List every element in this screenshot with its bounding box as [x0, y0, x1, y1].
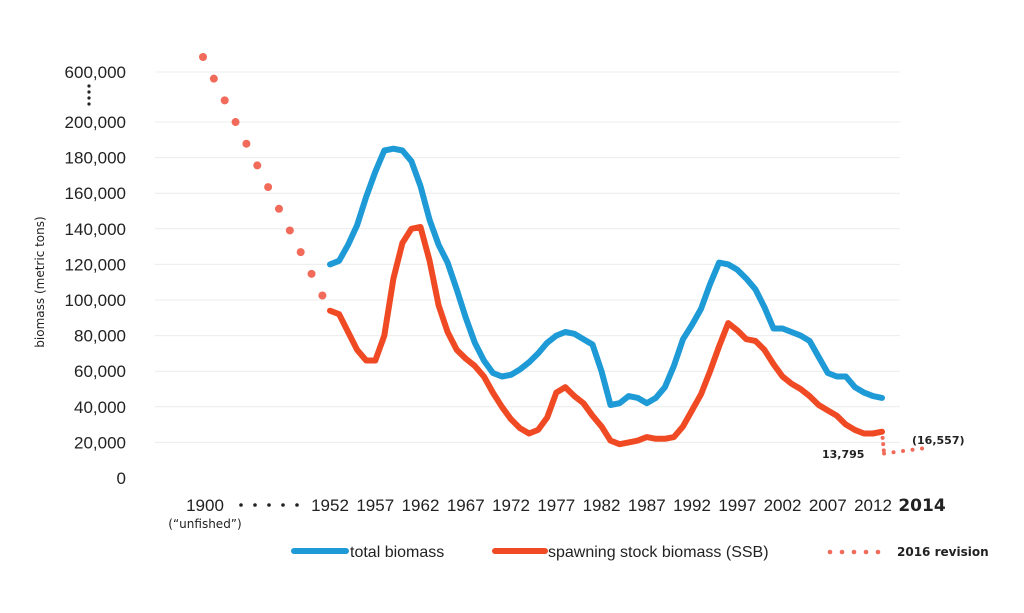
- x-tick-label: 2007: [809, 496, 847, 515]
- revision-dot: [881, 448, 886, 453]
- revision-dot: [220, 96, 229, 105]
- y-tick-label: 20,000: [74, 433, 126, 452]
- x-tick-label: 1967: [447, 496, 485, 515]
- revision-dot: [307, 269, 316, 278]
- x-tick-label: 1962: [402, 496, 440, 515]
- revision-dot: [209, 74, 218, 83]
- x-axis-ticks: 1952 1957 1962 1967 1972 1977 1982 1987 1992 1997…: [168, 496, 946, 531]
- legend-swatch-revision-dot: [851, 549, 857, 555]
- revision-dot: [920, 446, 924, 451]
- annotations: 13,795 (16,557): [822, 434, 965, 461]
- axis-break-dot: [87, 90, 91, 94]
- legend: total biomass spawning stock biomass (SSB…: [291, 544, 989, 561]
- axis-gap-dot: [281, 503, 285, 507]
- revision-dot: [318, 291, 327, 300]
- revision-dot: [881, 442, 886, 447]
- y-tick-label: 40,000: [74, 398, 126, 417]
- revision-dot: [242, 139, 251, 148]
- legend-label-ssb: spawning stock biomass (SSB): [548, 544, 769, 561]
- x-tick-label: 1992: [673, 496, 711, 515]
- x-tick-label: 2012: [854, 496, 892, 515]
- x-tick-label-start: 1900: [186, 496, 224, 515]
- series-ssb: [327, 224, 885, 448]
- y-tick-label: 180,000: [65, 149, 126, 168]
- gridlines: [155, 71, 900, 443]
- y-tick-label: 120,000: [65, 255, 126, 274]
- annotation-13795: 13,795: [822, 448, 864, 461]
- series-lines: [199, 53, 924, 456]
- axis-gap-dot: [239, 503, 243, 507]
- x-tick-label-end: 2014: [898, 496, 945, 516]
- revision-dot: [880, 435, 885, 440]
- legend-label-total-biomass: total biomass: [350, 544, 444, 561]
- legend-swatch-revision-dot: [863, 549, 869, 555]
- legend-swatch-revision-dot: [875, 549, 881, 555]
- axis-break-dot: [87, 84, 91, 88]
- axis-break-dot: [87, 102, 91, 106]
- legend-swatch-revision-dot: [827, 549, 833, 555]
- x-tick-label: 1987: [628, 496, 666, 515]
- x-start-sublabel: (“unfished”): [168, 517, 241, 531]
- revision-dot: [199, 53, 207, 61]
- revision-dot: [285, 226, 294, 235]
- y-axis-label: biomass (metric tons): [33, 216, 47, 347]
- revision-dot: [231, 118, 240, 127]
- revision-dot: [901, 448, 906, 453]
- revision-dot: [891, 450, 896, 455]
- y-tick-label: 60,000: [74, 362, 126, 381]
- revision-dot: [910, 447, 915, 452]
- x-tick-label: 1977: [537, 496, 575, 515]
- revision-dot: [274, 204, 283, 213]
- series-total-biomass: [327, 145, 885, 408]
- y-tick-label: 80,000: [74, 327, 126, 346]
- x-tick-label: 2002: [764, 496, 802, 515]
- y-tick-label: 200,000: [65, 113, 126, 132]
- x-tick-label: 1957: [356, 496, 394, 515]
- y-tick-label: 100,000: [65, 291, 126, 310]
- axis-gap-dot: [267, 503, 271, 507]
- revision-dot: [253, 161, 262, 170]
- x-tick-label: 1952: [311, 496, 349, 515]
- y-axis-break-dots: [87, 84, 91, 106]
- annotation-16557: (16,557): [912, 434, 965, 447]
- legend-swatch-revision-dot: [839, 549, 845, 555]
- x-tick-label: 1997: [718, 496, 756, 515]
- y-tick-label: 0: [117, 469, 126, 488]
- x-tick-label: 1982: [583, 496, 621, 515]
- revision-dot: [882, 451, 887, 456]
- axis-gap-dot: [295, 503, 299, 507]
- y-tick-label-break: 600,000: [65, 63, 126, 82]
- axis-break-dot: [87, 96, 91, 100]
- y-tick-label: 160,000: [65, 184, 126, 203]
- y-tick-label: 140,000: [65, 220, 126, 239]
- x-tick-label: 1972: [492, 496, 530, 515]
- axis-gap-dot: [253, 503, 257, 507]
- revision-dot: [296, 248, 305, 257]
- legend-label-revision: 2016 revision: [897, 545, 989, 559]
- revision-dot: [264, 183, 273, 192]
- y-axis-ticks: 0 20,000 40,000 60,000 80,000 100,000 120,000 1…: [65, 63, 126, 488]
